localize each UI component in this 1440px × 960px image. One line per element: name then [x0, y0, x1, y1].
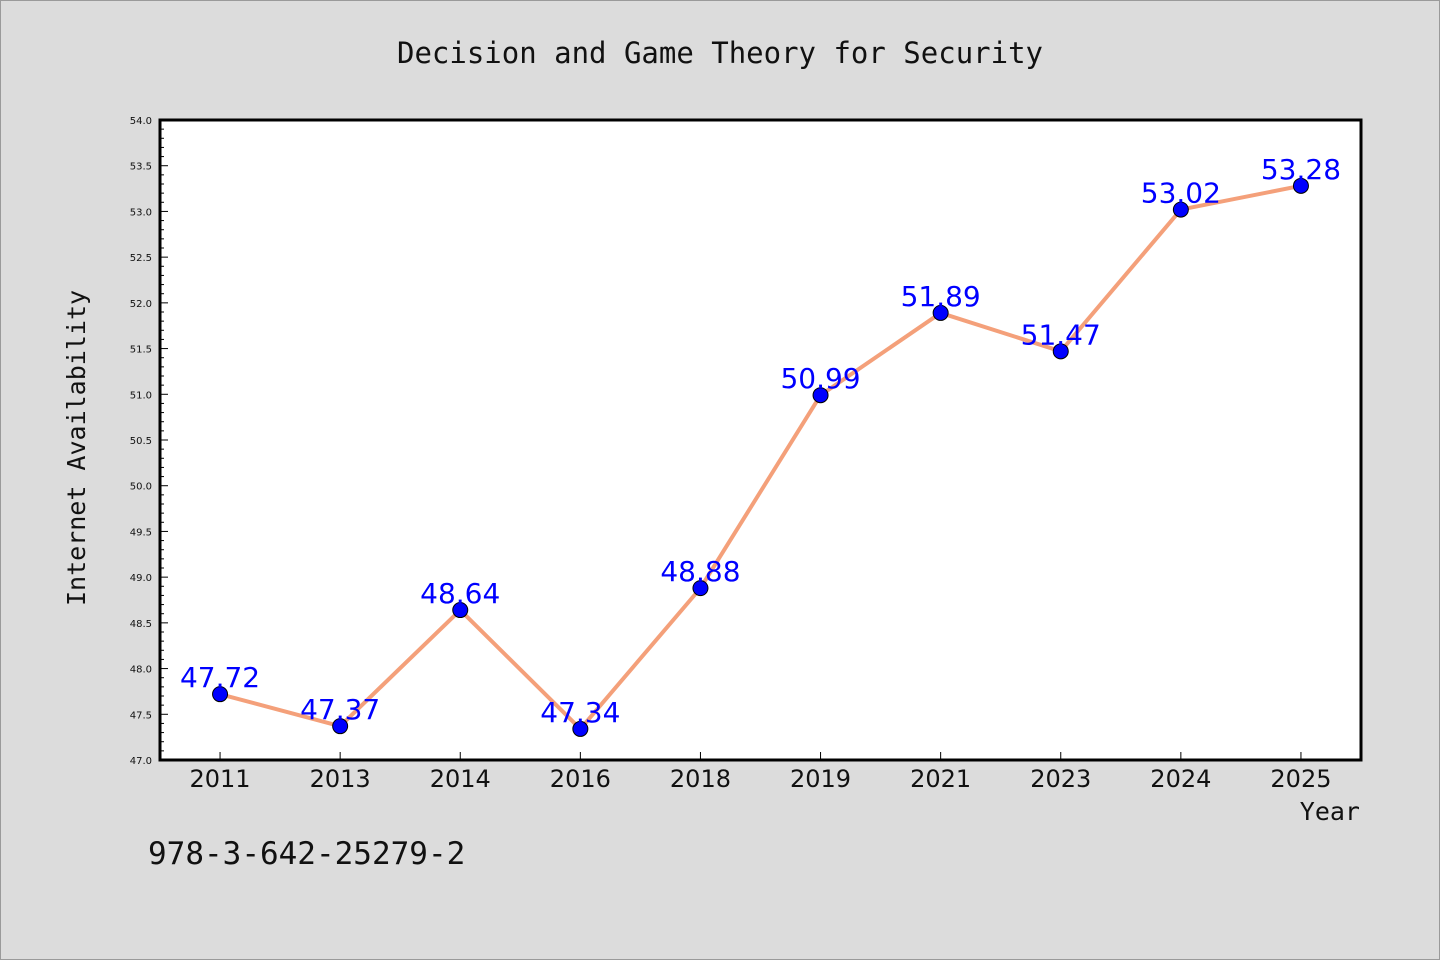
- x-tick-label: 2024: [1150, 765, 1211, 793]
- y-tick-label: 50.0: [130, 482, 152, 493]
- y-tick-label: 49.0: [130, 573, 152, 584]
- x-tick-label: 2014: [430, 765, 491, 793]
- y-tick-label: 47.5: [130, 710, 152, 721]
- x-tick-label: 2021: [910, 765, 971, 793]
- x-axis-title: Year: [1300, 797, 1360, 826]
- y-tick-label: 53.5: [130, 162, 152, 173]
- data-label: 51.89: [901, 280, 981, 313]
- data-label: 50.99: [780, 362, 860, 395]
- data-point: [1292, 177, 1309, 194]
- data-label: 47.72: [180, 661, 260, 694]
- y-tick-label: 51.0: [130, 390, 152, 401]
- data-point: [1172, 201, 1189, 218]
- data-labels: 47.72 47.37 48.64 47.34 48.88 50.99 51.89 51.47…: [180, 153, 1341, 729]
- footer-isbn: 978-3-642-25279-2: [148, 836, 465, 872]
- data-point: [692, 580, 709, 597]
- y-axis-title: Internet Availability: [62, 290, 91, 606]
- y-tick-label: 52.0: [130, 299, 152, 310]
- data-point: [812, 387, 829, 404]
- x-tick-label: 2011: [190, 765, 251, 793]
- x-axis: 2011 2013 2014 2016 2018 2019 2021 2023 2024 2025: [190, 752, 1331, 793]
- data-point: [452, 602, 469, 619]
- y-tick-label: 54.0: [130, 116, 152, 127]
- y-tick-label: 49.5: [130, 527, 152, 538]
- data-point: [212, 686, 229, 703]
- y-tick-label: 47.0: [130, 756, 152, 767]
- y-tick-label: 51.5: [130, 345, 152, 356]
- x-tick-label: 2019: [790, 765, 851, 793]
- y-tick-label: 48.0: [130, 665, 152, 676]
- x-tick-label: 2013: [310, 765, 371, 793]
- x-tick-label: 2018: [670, 765, 731, 793]
- data-label: 53.02: [1141, 177, 1221, 210]
- data-label: 48.88: [660, 555, 740, 588]
- data-label: 48.64: [420, 577, 500, 610]
- data-point: [1052, 343, 1069, 360]
- y-axis: 47.0 47.5 48.0 48.5 49.0 49.5 50.0 50.5 51.0 51.5…: [130, 116, 168, 767]
- data-point: [932, 304, 949, 321]
- data-label: 47.34: [540, 696, 620, 729]
- x-tick-label: 2025: [1270, 765, 1331, 793]
- y-tick-label: 52.5: [130, 253, 152, 264]
- plot-area: [158, 118, 1363, 762]
- y-tick-label: 53.0: [130, 207, 152, 218]
- chart-title: Decision and Game Theory for Security: [397, 36, 1043, 70]
- data-label: 47.37: [300, 693, 380, 726]
- x-tick-label: 2016: [550, 765, 611, 793]
- data-point: [572, 720, 589, 737]
- series-polyline: [219, 183, 1302, 731]
- series-markers: [212, 177, 1309, 737]
- x-tick-label: 2023: [1030, 765, 1091, 793]
- y-tick-label: 48.5: [130, 619, 152, 630]
- data-label: 53.28: [1261, 153, 1341, 186]
- data-label: 51.47: [1021, 318, 1101, 351]
- y-tick-label: 50.5: [130, 436, 152, 447]
- series-line: [219, 183, 1302, 731]
- data-point: [332, 718, 349, 735]
